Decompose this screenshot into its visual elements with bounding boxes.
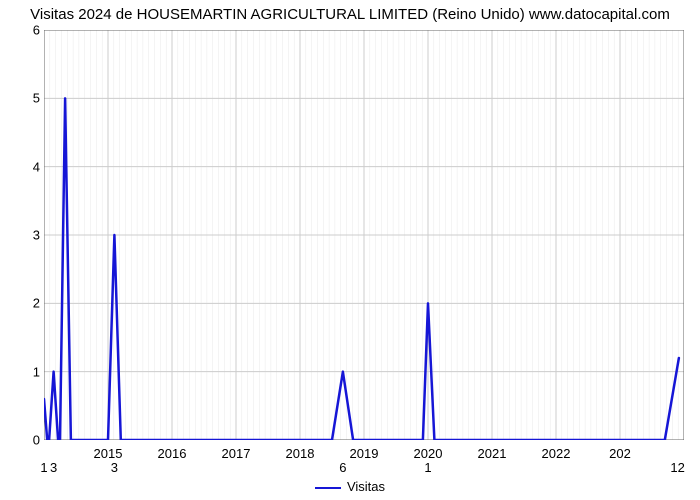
x-tick-label: 2017 <box>222 446 251 461</box>
x-value-label: 12 <box>670 460 684 475</box>
legend-label: Visitas <box>347 479 385 494</box>
x-value-label: 6 <box>339 460 346 475</box>
x-tick-label: 2022 <box>542 446 571 461</box>
chart-title: Visitas 2024 de HOUSEMARTIN AGRICULTURAL… <box>0 6 700 23</box>
y-tick-label: 6 <box>33 23 40 38</box>
y-tick-label: 0 <box>33 433 40 448</box>
chart-legend: Visitas <box>0 479 700 494</box>
chart-plot <box>44 30 684 440</box>
x-tick-label: 2019 <box>350 446 379 461</box>
x-value-label: 3 <box>50 460 57 475</box>
x-tick-label: 2021 <box>478 446 507 461</box>
x-tick-label: 2020 <box>414 446 443 461</box>
y-tick-label: 2 <box>33 296 40 311</box>
y-tick-label: 1 <box>33 364 40 379</box>
x-value-label: 3 <box>111 460 118 475</box>
y-tick-label: 3 <box>33 228 40 243</box>
legend-swatch <box>315 487 341 489</box>
y-tick-label: 5 <box>33 91 40 106</box>
x-tick-label: 2018 <box>286 446 315 461</box>
chart-container: Visitas 2024 de HOUSEMARTIN AGRICULTURAL… <box>0 0 700 500</box>
y-tick-label: 4 <box>33 159 40 174</box>
x-value-label: 1 <box>40 460 47 475</box>
x-tick-label: 2015 <box>94 446 123 461</box>
x-value-label: 1 <box>424 460 431 475</box>
x-tick-label: 2016 <box>158 446 187 461</box>
x-tick-label: 202 <box>609 446 631 461</box>
